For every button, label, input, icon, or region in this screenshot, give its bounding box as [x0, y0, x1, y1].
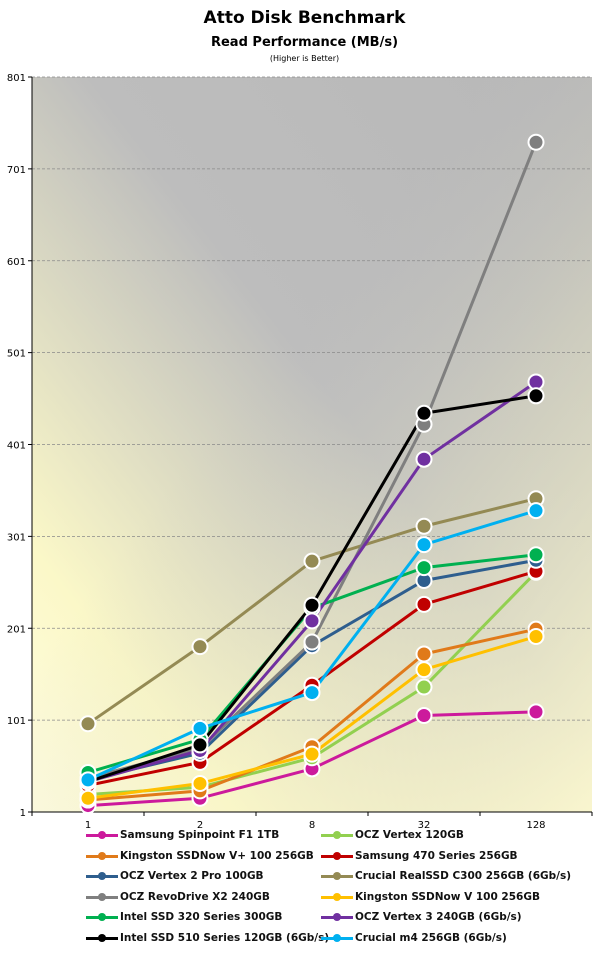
legend-item: OCZ Vertex 3 240GB (6Gb/s) [321, 911, 522, 923]
data-point [527, 373, 545, 391]
data-point [415, 707, 433, 725]
y-tick-label: 501 [7, 349, 26, 360]
legend-label: OCZ Vertex 2 Pro 100GB [120, 870, 264, 882]
x-tick-label: 2 [197, 820, 203, 831]
legend-swatch [86, 831, 118, 839]
data-point [527, 502, 545, 520]
data-point [191, 638, 209, 656]
data-point [415, 559, 433, 577]
y-tick-label: 401 [7, 441, 26, 452]
data-point [415, 450, 433, 468]
legend-swatch [321, 933, 353, 942]
x-tick-label: 1 [85, 820, 91, 831]
legend-item: Crucial m4 256GB (6Gb/s) [321, 932, 507, 944]
data-point [527, 133, 545, 151]
legend-label: Kingston SSDNow V+ 100 256GB [120, 849, 314, 862]
data-point [527, 387, 545, 405]
legend-item: Kingston SSDNow V+ 100 256GB [86, 850, 314, 862]
data-point [303, 633, 321, 651]
x-tick-label: 8 [309, 820, 315, 831]
data-point [79, 715, 97, 733]
data-point [191, 775, 209, 793]
y-tick-label: 801 [7, 73, 26, 84]
data-point [527, 703, 545, 721]
data-point [303, 684, 321, 702]
legend: Samsung Spinpoint F1 1TB OCZ Vertex 120GB… [86, 829, 571, 955]
legend-item: Intel SSD 320 Series 300GB [86, 911, 282, 923]
legend-swatch [321, 913, 353, 921]
data-point [527, 546, 545, 564]
y-tick-label: 201 [7, 624, 26, 635]
legend-label: Crucial RealSSD C300 256GB (6Gb/s) [355, 870, 572, 882]
legend-item: Intel SSD 510 Series 120GB (6Gb/s) [86, 932, 329, 944]
data-point [527, 628, 545, 646]
legend-swatch [86, 892, 118, 901]
x-tick-label: 32 [418, 820, 431, 831]
legend-item: OCZ Vertex 2 Pro 100GB [86, 870, 264, 882]
legend-item: Kingston SSDNow V 100 256GB [321, 891, 540, 903]
chart-note: (Higher is Better) [269, 54, 340, 63]
data-point [79, 771, 97, 789]
legend-item: OCZ RevoDrive X2 240GB [86, 891, 270, 903]
legend-label: Intel SSD 510 Series 120GB (6Gb/s) [120, 931, 330, 944]
legend-swatch [86, 872, 118, 880]
legend-swatch [86, 933, 118, 942]
data-point [303, 596, 321, 614]
legend-item: Crucial RealSSD C300 256GB (6Gb/s) [321, 870, 571, 882]
legend-label: OCZ RevoDrive X2 240GB [120, 890, 270, 903]
chart-subtitle: Read Performance (MB/s) [210, 35, 399, 50]
legend-label: Crucial m4 256GB (6Gb/s) [355, 931, 507, 944]
legend-label: OCZ Vertex 3 240GB (6Gb/s) [355, 911, 522, 923]
data-point [191, 736, 209, 754]
data-point [415, 678, 433, 696]
legend-label: Samsung Spinpoint F1 1TB [120, 829, 280, 841]
data-point [415, 517, 433, 535]
legend-item: Samsung Spinpoint F1 1TB [86, 829, 279, 841]
data-point [415, 595, 433, 613]
legend-swatch [86, 913, 118, 921]
legend-label: OCZ Vertex 120GB [355, 829, 464, 841]
data-point [79, 789, 97, 807]
data-point [303, 552, 321, 570]
legend-item: OCZ Vertex 120GB [321, 829, 464, 841]
legend-swatch [321, 872, 353, 880]
legend-item: Samsung 470 Series 256GB [321, 850, 518, 862]
legend-label: Intel SSD 320 Series 300GB [120, 911, 283, 923]
legend-swatch [321, 831, 353, 839]
data-point [191, 719, 209, 737]
legend-swatch [86, 851, 118, 860]
data-point [303, 612, 321, 630]
data-point [415, 536, 433, 554]
y-tick-label: 101 [7, 716, 26, 727]
chart-title: Atto Disk Benchmark [203, 8, 406, 28]
data-point [415, 404, 433, 422]
data-point [303, 745, 321, 763]
x-tick-label: 128 [526, 820, 545, 831]
legend-label: Samsung 470 Series 256GB [355, 849, 518, 862]
data-point [415, 661, 433, 679]
y-tick-label: 1 [20, 808, 26, 819]
legend-label: Kingston SSDNow V 100 256GB [355, 890, 540, 903]
y-tick-label: 701 [7, 165, 26, 176]
legend-swatch [321, 892, 353, 901]
legend-swatch [321, 851, 353, 860]
y-tick-label: 301 [7, 532, 26, 543]
y-tick-label: 601 [7, 257, 26, 268]
data-point [415, 645, 433, 663]
